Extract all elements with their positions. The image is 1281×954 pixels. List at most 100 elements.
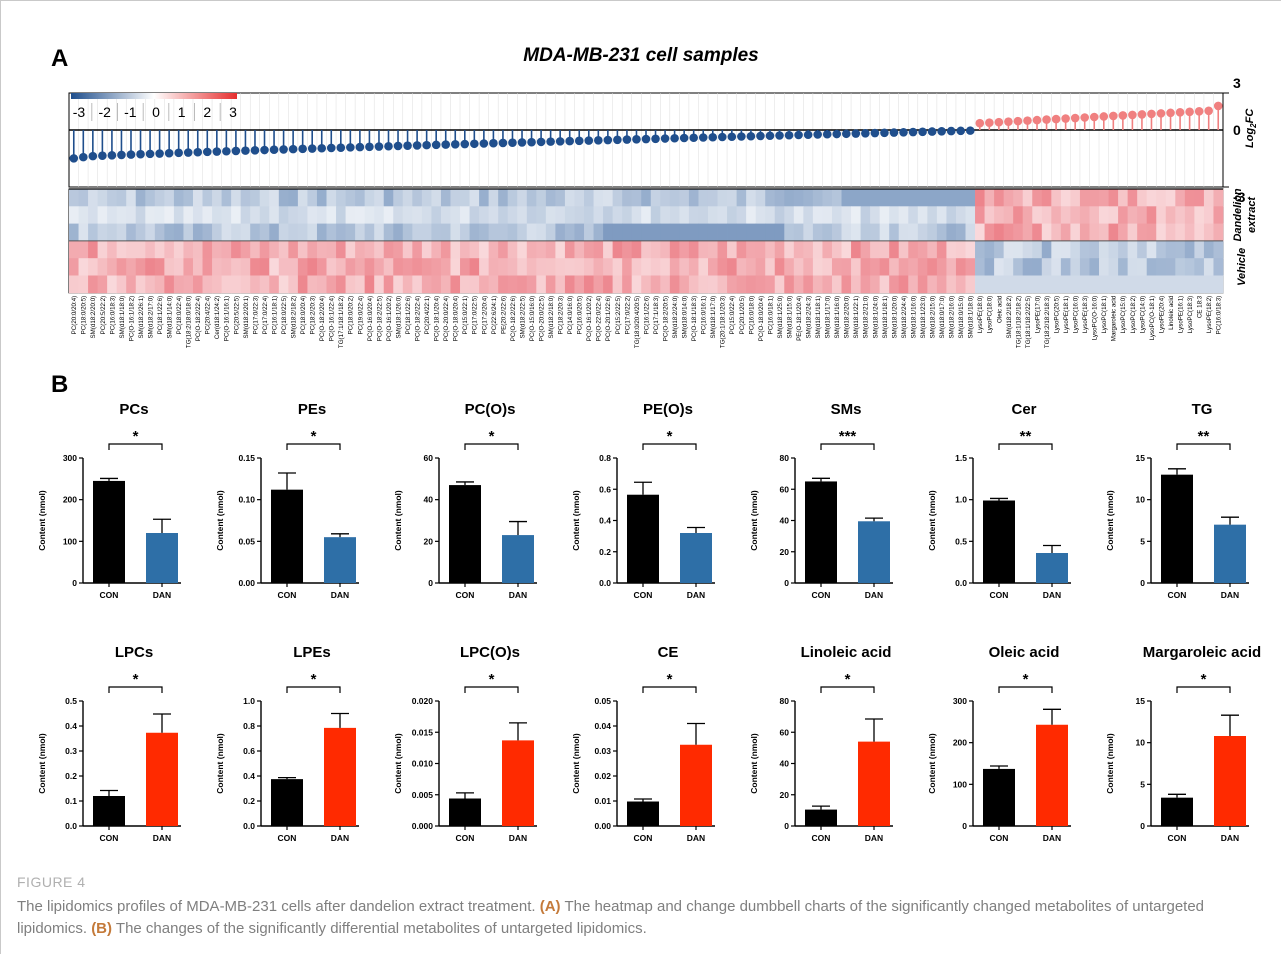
heatmap-cell [192,206,203,224]
dumbbell-dot [193,147,203,157]
dumbbell-dot [117,150,126,160]
metabolite-label: PC(O-18:2/22:5) [376,296,383,341]
heatmap-cell [727,240,738,259]
bar [146,533,178,583]
heatmap-cell [622,275,633,294]
heatmap-cell [1146,275,1157,294]
heatmap-cell [1165,223,1176,242]
figure-caption: FIGURE 4 The lipidomics profiles of MDA-… [0,860,1281,954]
heatmap-cell [231,275,242,294]
metabolite-label: PC(18:0/20:2) [348,296,355,335]
heatmap-cell [765,258,776,276]
heatmap-cell [469,275,480,294]
metabolite-label: PC(20:0/20:4) [71,296,78,335]
heatmap-cell [183,240,194,259]
heatmap-cell [345,240,356,259]
heatmap-cell [78,258,89,276]
metabolite-label: PC(O-18:0/20:4) [758,296,765,341]
heatmap-cell [536,258,547,276]
heatmap-cell [679,258,690,276]
heatmap-cell [374,206,385,224]
heatmap-cell [994,206,1005,224]
bar [324,537,356,583]
heatmap-cell [1051,223,1062,242]
heatmap-cell [202,189,213,207]
heatmap-cell [1127,240,1138,259]
heatmap-cell [135,206,146,224]
heatmap-cell [383,206,394,224]
y-tick-label: 0 [962,821,967,831]
heatmap-cell [507,206,518,224]
heatmap-cell [831,275,842,294]
heatmap-cell [1099,258,1109,276]
dumbbell-dot [756,131,765,141]
bar-chart-linoleic-acid: Linoleic acid 0 20 40 60 80 Content (nmol) CON D… [733,629,908,864]
heatmap-cell [955,258,966,276]
dumbbell-dot [717,132,727,142]
y-tick-label: 0.2 [243,796,255,806]
heatmap-cell [841,223,852,242]
bar-chart-title: Linoleic acid [801,644,892,661]
heatmap-cell [307,240,318,259]
heatmap-cell [688,275,699,294]
y-tick-label: 40 [780,759,790,769]
heatmap-cell [707,223,718,242]
heatmap-cell [1041,275,1052,294]
metabolite-label: PC(17:0/22:4) [262,296,269,335]
heatmap-cell [250,206,261,224]
dumbbell-dot [555,137,565,146]
dumbbell-dot [279,145,288,154]
heatmap-cell [421,275,432,294]
heatmap-cell [154,223,165,242]
heatmap-cell [517,189,528,207]
dumbbell-dot [1204,106,1213,116]
metabolite-label: PC(16:0/18:3) [1216,296,1223,335]
metabolite-label: PC(15:0/22:1) [462,296,469,335]
heatmap-cell [574,223,585,242]
y-tick-label: 0.03 [594,746,611,756]
heatmap-cell [1108,206,1119,224]
heatmap-cell [879,189,890,207]
dumbbell-dot [1166,108,1175,118]
metabolite-label: SM(d18:2/18:2) [1006,296,1013,339]
heatmap-cell [774,275,785,294]
dumbbell-dot [880,128,889,138]
heatmap-cell [1146,258,1157,276]
heatmap-cell [1041,206,1052,224]
heatmap-cell [841,275,852,294]
heatmap-cell [517,240,528,259]
heatmap-cell [870,240,881,259]
bar-chart-svg: LPC(O)s 0.000 0.005 0.010 0.015 0.020 Content … [393,644,537,843]
heatmap-cell [917,189,928,207]
heatmap-cell [1127,258,1138,276]
heatmap-cell [164,258,175,276]
y-axis-label: Content (nmol) [1105,490,1115,551]
heatmap-cell [669,258,680,276]
heatmap-cell [383,223,394,242]
heatmap-cell [1165,240,1176,259]
heatmap-cell [488,189,499,207]
heatmap-cell [97,189,108,207]
y-tick-label: 0.000 [412,821,434,831]
heatmap-cell [851,258,861,276]
heatmap-cell [1022,223,1033,242]
heatmap-cell [288,240,299,259]
dumbbell-dot [841,129,851,139]
metabolite-label: LysoPC(14:0) [1139,296,1146,334]
heatmap-cell [803,240,814,259]
heatmap-cell [221,189,232,207]
y-tick-label: 0.00 [594,821,611,831]
heatmap-cell [431,223,442,242]
heatmap-cell [946,275,957,294]
x-tick-label: DAN [331,833,349,843]
metabolite-label: TG(18:0/20:4/20:5) [634,296,641,348]
heatmap-cell [564,223,575,242]
heatmap-cell [1003,206,1014,224]
heatmap-cell [1184,275,1195,294]
heatmap-cell [1070,275,1081,294]
heatmap-cell [622,223,633,242]
metabolite-label: PC(14:0/16:0) [567,296,574,335]
heatmap-cell [851,275,861,294]
significance-marker: *** [839,428,857,445]
heatmap-cell [965,189,976,207]
